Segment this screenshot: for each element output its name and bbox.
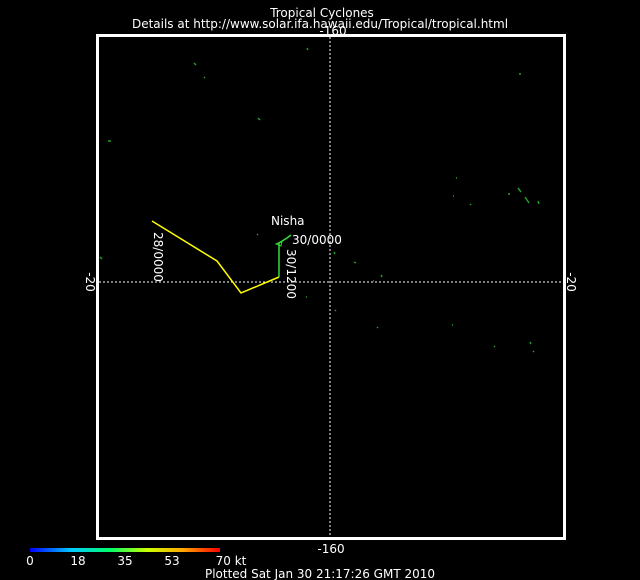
title: Tropical Cyclones xyxy=(269,6,374,20)
track-time-label: 30/1200 xyxy=(284,249,298,299)
subtitle: Details at http://www.solar.ifa.hawaii.e… xyxy=(132,17,508,31)
lat-label-right: -20 xyxy=(564,272,578,292)
storm-track-past xyxy=(151,220,280,294)
cloud-specks xyxy=(99,47,540,353)
footer: Plotted Sat Jan 30 21:17:26 GMT 2010 xyxy=(205,567,435,580)
colorbar-label: 35 xyxy=(117,554,132,568)
map-frame xyxy=(96,34,566,540)
lat-label-left: -20 xyxy=(83,272,97,292)
colorbar-label: 53 xyxy=(164,554,179,568)
colorbar xyxy=(30,548,220,552)
storm-name: Nisha xyxy=(271,214,305,228)
lon-label-bottom: -160 xyxy=(317,542,344,556)
colorbar-label: 18 xyxy=(70,554,85,568)
track-time-label: 30/0000 xyxy=(292,233,342,247)
colorbar-label: 70 kt xyxy=(216,554,247,568)
colorbar-label: 0 xyxy=(26,554,34,568)
lon-label-top: -160 xyxy=(319,24,346,38)
track-time-label: 28/0000 xyxy=(151,232,165,282)
storm-track-recent xyxy=(278,234,292,277)
storm-position xyxy=(274,240,283,247)
